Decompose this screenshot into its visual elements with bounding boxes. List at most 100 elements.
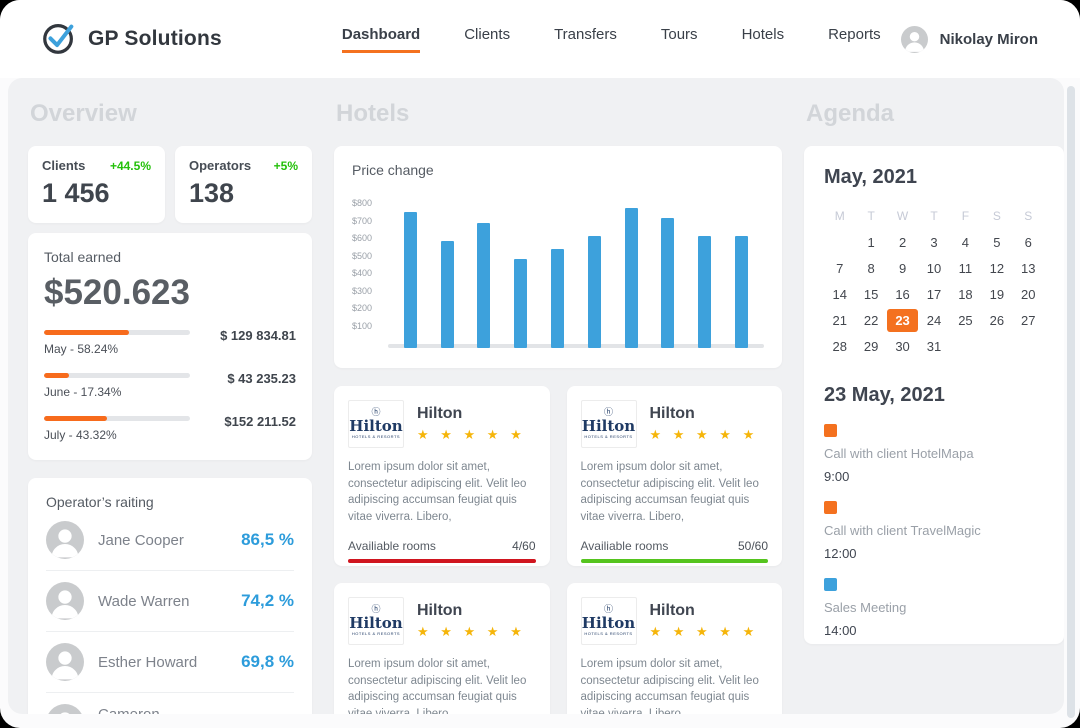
calendar-day[interactable]: 1	[867, 235, 875, 250]
calendar-day[interactable]: 11	[958, 261, 973, 276]
calendar-day[interactable]: 22	[863, 313, 879, 328]
event-time: 14:00	[824, 623, 857, 638]
operator-name: Esther Howard	[98, 653, 198, 671]
brand-checkmark-icon	[40, 18, 78, 61]
nav-transfers[interactable]: Transfers	[554, 25, 617, 43]
nav-dashboard[interactable]: Dashboard	[341, 26, 421, 53]
hilton-logo-sub: HOTELS & RESORTS	[351, 631, 401, 637]
user-name: Nikolay Miron	[939, 30, 1038, 48]
y-tick-label: $300	[352, 285, 373, 296]
agenda-event[interactable]: Call with client TravelMagic 12:00	[824, 501, 1044, 561]
chart-plot-area	[388, 194, 764, 348]
price-bar	[514, 259, 528, 348]
operator-row: Esther Howard 69,8 %	[46, 632, 294, 693]
calendar-day[interactable]: 6	[1024, 235, 1032, 250]
calendar-day[interactable]: 19	[989, 287, 1005, 302]
price-bar	[403, 211, 417, 348]
price-bar	[440, 240, 454, 348]
calendar-day[interactable]: 27	[1021, 313, 1036, 328]
hotel-card[interactable]: ⓗ Hilton HOTELS & RESORTS Hilton ★ ★ ★ ★…	[334, 386, 550, 566]
user-menu[interactable]: Nikolay Miron	[900, 25, 1038, 53]
calendar-day	[824, 231, 855, 254]
total-earned-card: Total earned $520.623 May - 58.24% $ 129…	[28, 233, 312, 460]
operator-percent: 74,2 %	[241, 591, 294, 610]
calendar-day[interactable]: 3	[930, 235, 938, 250]
weekday-label: S	[992, 209, 1001, 223]
clients-value: 1 456	[42, 178, 110, 208]
vertical-scrollbar[interactable]	[1067, 86, 1075, 718]
calendar-day[interactable]: 21	[832, 313, 847, 328]
hilton-logo-sub: HOTELS & RESORTS	[584, 434, 633, 440]
total-earned-label: Total earned	[44, 249, 122, 265]
calendar-day[interactable]: 15	[863, 287, 879, 302]
hotel-card[interactable]: ⓗ Hilton HOTELS & RESORTS Hilton ★ ★ ★ ★…	[566, 583, 782, 714]
calendar-day-selected[interactable]: 23	[886, 309, 919, 332]
calendar-day[interactable]: 12	[989, 261, 1005, 276]
calendar-day[interactable]: 8	[867, 261, 875, 276]
agenda-day-title: 23 May, 2021	[824, 384, 945, 406]
nav-reports[interactable]: Reports	[828, 25, 881, 43]
calendar-day[interactable]: 10	[926, 261, 942, 276]
calendar-month-title: May, 2021	[824, 166, 918, 188]
may-label: May - 58.24%	[44, 342, 119, 356]
calendar-day[interactable]: 28	[832, 339, 847, 354]
calendar-day[interactable]: 20	[1021, 287, 1036, 302]
hotel-description: Lorem ipsum dolor sit amet, consectetur …	[580, 461, 759, 524]
agenda-event[interactable]: Call with client HotelMapa 9:00	[824, 424, 1044, 484]
calendar-day[interactable]: 26	[989, 313, 1005, 328]
star-rating: ★ ★ ★ ★ ★	[649, 624, 759, 639]
rooms-status-bar	[348, 558, 536, 563]
price-bar	[624, 208, 638, 348]
event-label: Sales Meeting	[824, 600, 907, 615]
calendar-day[interactable]: 31	[926, 339, 942, 354]
nav-hotels[interactable]: Hotels	[741, 25, 785, 43]
calendar-day[interactable]: 7	[836, 261, 844, 276]
calendar-day[interactable]: 13	[1021, 261, 1036, 276]
operator-percent: 69,8 %	[241, 652, 294, 671]
calendar-day[interactable]: 14	[832, 287, 847, 302]
nav-clients[interactable]: Clients	[464, 25, 511, 43]
nav-tours[interactable]: Tours	[660, 25, 698, 43]
calendar-day[interactable]: 25	[958, 313, 973, 328]
user-avatar	[900, 25, 928, 53]
hilton-logo-word: Hilton	[349, 416, 403, 435]
hotel-card[interactable]: ⓗ Hilton HOTELS & RESORTS Hilton ★ ★ ★ ★…	[334, 583, 550, 714]
hilton-logo-mark: ⓗ	[603, 604, 613, 615]
operators-delta: +5%	[273, 159, 298, 173]
calendar-day[interactable]: 30	[895, 339, 910, 354]
hotel-name: Hilton	[417, 602, 463, 619]
calendar-day	[1013, 335, 1044, 358]
calendar-day[interactable]: 24	[926, 313, 942, 328]
calendar-grid: 1 2 3 4 5 6 7 8 9 10 11 12 13 14 15 16 17 18 19 20 21 22 23 24 2…	[824, 231, 1044, 358]
operators-rating-card: Operator’s raiting Jane Cooper 86,5 % Wa…	[28, 478, 312, 714]
weekday-label: F	[961, 209, 970, 223]
overview-title: Overview	[30, 100, 137, 127]
calendar-day[interactable]: 9	[898, 261, 907, 276]
hilton-logo-word: Hilton	[349, 613, 403, 632]
june-label: June - 17.34%	[44, 385, 122, 399]
calendar-day[interactable]: 4	[961, 235, 970, 250]
hilton-logo-mark: ⓗ	[371, 604, 381, 615]
brand-name: GP Solutions	[88, 27, 222, 50]
agenda-event[interactable]: Sales Meeting 14:00	[824, 578, 1044, 638]
calendar-day[interactable]: 18	[958, 287, 973, 302]
price-bar	[477, 223, 491, 348]
calendar-day[interactable]: 29	[863, 339, 879, 354]
clients-delta: +44.5%	[109, 159, 151, 173]
operator-name: Cameron Williamson	[98, 706, 227, 714]
hilton-logo: ⓗ Hilton HOTELS & RESORTS	[348, 597, 404, 645]
calendar-day[interactable]: 5	[993, 235, 1001, 250]
hilton-logo-word: Hilton	[581, 613, 636, 632]
hotel-card[interactable]: ⓗ Hilton HOTELS & RESORTS Hilton ★ ★ ★ ★…	[566, 386, 782, 566]
operators-value: 138	[189, 178, 235, 208]
calendar-day[interactable]: 2	[898, 235, 907, 250]
weekday-label: T	[930, 209, 938, 223]
stats-row: Clients +44.5% 1 456 Operators +5% 138	[28, 146, 312, 223]
calendar-day[interactable]: 17	[926, 287, 942, 302]
hilton-logo-sub: HOTELS & RESORTS	[584, 631, 633, 637]
calendar-day[interactable]: 16	[895, 287, 910, 302]
july-label: July - 43.32%	[44, 428, 117, 442]
price-bar	[587, 235, 601, 348]
